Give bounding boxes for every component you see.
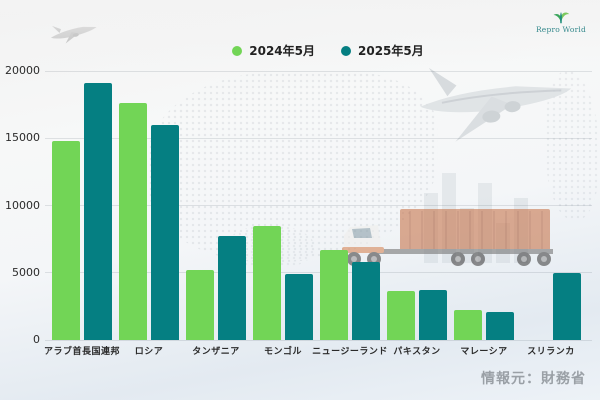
y-axis-tick-label: 15000 [5, 131, 40, 145]
gridline [45, 205, 592, 206]
x-axis-category-label: タンザニア [192, 347, 240, 357]
legend-label: 2025年5月 [358, 44, 424, 58]
logo: Repro World [532, 9, 590, 34]
x-axis-category-label: パキスタン [393, 347, 441, 357]
x-axis-category-label: アラブ首長国連邦 [43, 347, 120, 357]
bar-2025年5月 [84, 83, 112, 340]
bar-2025年5月 [352, 262, 380, 340]
y-axis-tick-label: 20000 [5, 64, 40, 77]
chart-legend: 2024年5月 2025年5月 [28, 42, 600, 59]
x-axis-category-label: ニュージーランド [312, 347, 388, 357]
legend-dot-icon [341, 45, 351, 56]
bar-2024年5月 [52, 141, 80, 340]
bar-2025年5月 [419, 290, 447, 340]
bar-group [521, 71, 581, 340]
bar-2025年5月 [218, 236, 246, 340]
y-axis-tick-label: 10000 [5, 198, 40, 212]
y-axis-tick-label: 0 [33, 333, 40, 346]
bar-2025年5月 [151, 125, 179, 340]
bar-2025年5月 [285, 274, 313, 340]
x-axis-category-label: スリランカ [527, 347, 575, 357]
bar-group [454, 71, 514, 340]
bar-group [119, 71, 179, 340]
logo-text: Repro World [535, 25, 587, 34]
logo-sprout-icon [553, 12, 570, 24]
bar-group [320, 71, 380, 340]
source-note: 情報元：財務省 [481, 371, 586, 387]
bar-2024年5月 [186, 270, 214, 340]
bar-group [186, 71, 246, 340]
x-axis-category-label: マレーシア [460, 347, 508, 357]
gridline [45, 137, 592, 139]
y-axis-tick-label: 5000 [12, 265, 40, 279]
legend-dot-icon [232, 45, 243, 56]
bar-2024年5月 [253, 226, 281, 340]
gridline [45, 339, 592, 341]
bar-2024年5月 [320, 250, 348, 340]
bar-2025年5月 [486, 312, 514, 340]
bar-group [387, 71, 447, 340]
bar-group [52, 71, 112, 340]
legend-item: 2025年5月 [341, 42, 424, 59]
gridline [45, 70, 592, 72]
x-axis-category-label: モンゴル [263, 347, 302, 357]
bar-2024年5月 [119, 103, 147, 340]
bar-2024年5月 [454, 310, 482, 340]
gridline [45, 272, 592, 274]
legend-item: 2024年5月 [232, 42, 315, 59]
bar-group [253, 71, 313, 340]
bar-2025年5月 [553, 273, 581, 340]
x-axis-category-label: ロシア [134, 347, 164, 357]
bar-2024年5月 [387, 291, 415, 340]
legend-label: 2024年5月 [249, 44, 315, 58]
